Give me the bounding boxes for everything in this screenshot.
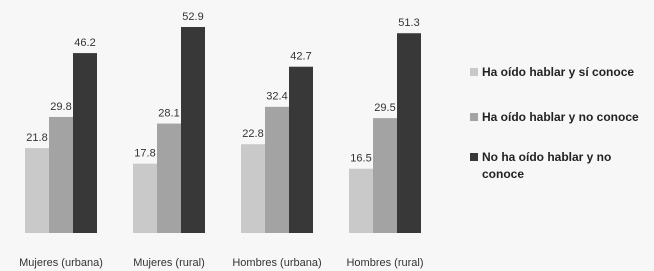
legend-swatch [470, 153, 478, 161]
bar [289, 67, 313, 233]
x-tick-label: Mujeres (rural) [133, 257, 205, 269]
legend-item: No ha oído hablar y no conoce [470, 149, 640, 183]
legend-label: Ha oído hablar y sí conoce [482, 64, 634, 81]
data-label: 32.4 [266, 91, 287, 103]
legend-label: Ha oído hablar y no conoce [482, 109, 639, 126]
bar [49, 117, 73, 233]
bar [73, 53, 97, 233]
legend-swatch [470, 68, 478, 76]
x-tick-label: Hombres (urbana) [232, 257, 321, 269]
legend-label: No ha oído hablar y no conoce [482, 149, 632, 183]
data-label: 21.8 [26, 132, 47, 144]
page: 21.8 29.8 46.2 Mujeres (urbana) 17.8 28.1 52.9… [0, 0, 654, 271]
data-label: 46.2 [74, 37, 95, 49]
bar [157, 124, 181, 233]
bar [373, 118, 397, 233]
legend-item: Ha oído hablar y no conoce [470, 109, 640, 126]
data-label: 28.1 [158, 107, 179, 119]
legend-swatch [470, 113, 478, 121]
data-label: 29.5 [374, 102, 395, 114]
bar [181, 27, 205, 233]
bar [349, 169, 373, 233]
data-label: 16.5 [350, 153, 371, 165]
data-label: 22.8 [242, 128, 263, 140]
data-label: 17.8 [134, 148, 155, 160]
data-label: 51.3 [398, 17, 419, 29]
bar [265, 107, 289, 233]
bar [241, 144, 265, 233]
bar [25, 148, 49, 233]
chart: 21.8 29.8 46.2 Mujeres (urbana) 17.8 28.1 52.9… [0, 0, 654, 271]
bar [133, 164, 157, 233]
data-label: 42.7 [290, 51, 311, 63]
x-tick-label: Hombres (rural) [346, 257, 423, 269]
data-label: 29.8 [50, 101, 71, 113]
bar [397, 33, 421, 233]
x-tick-label: Mujeres (urbana) [19, 257, 103, 269]
legend-item: Ha oído hablar y sí conoce [470, 64, 640, 81]
data-label: 52.9 [182, 11, 203, 23]
